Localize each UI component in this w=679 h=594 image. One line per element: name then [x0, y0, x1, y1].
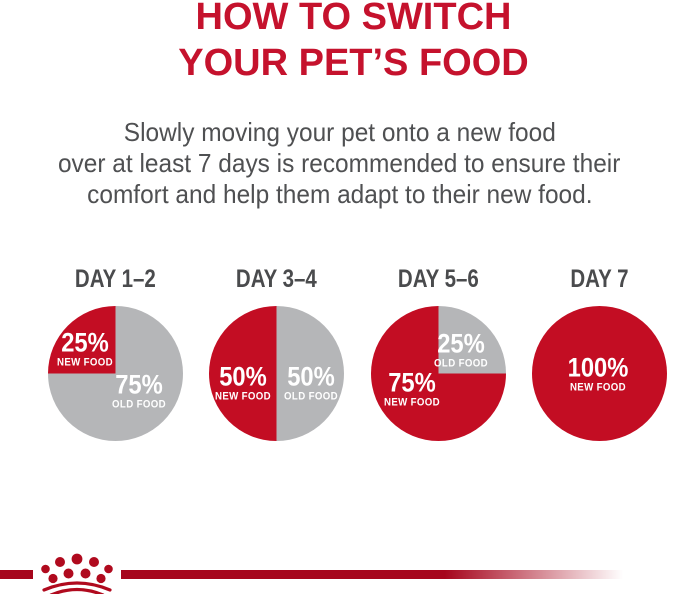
- day-5-6-new-food-slice-label: 75% NEW FOOD: [383, 367, 440, 409]
- day-1-2-old-food-slice-label: 75% OLD FOOD: [111, 369, 166, 411]
- footer-divider-right: [121, 570, 679, 579]
- day-1-2-new-food-slice-label: 25% NEW FOOD: [56, 327, 113, 369]
- page-title-line1: HOW TO SWITCH: [195, 0, 512, 38]
- day-7-new-food-slice-label: 100% NEW FOOD: [567, 352, 628, 394]
- page-title-line2: YOUR PET’S FOOD: [178, 42, 529, 84]
- footer-divider-left: [0, 570, 33, 579]
- day-5-6-label: DAY 5–6: [397, 265, 479, 293]
- page-title: HOW TO SWITCH YOUR PET’S FOOD: [14, 0, 679, 86]
- day-7-label: DAY 7: [569, 265, 629, 293]
- day-7-column: DAY 7 100% NEW FOOD: [519, 266, 679, 441]
- day-3-4-column: DAY 3–4 50% NEW FOOD 50% OLD FOOD: [196, 266, 356, 441]
- day-1-2-column: DAY 1–2 25% NEW FOOD 75% OLD FOOD: [35, 266, 195, 441]
- day-5-6-column: DAY 5–6 75% NEW FOOD 25% OLD FOOD: [358, 266, 518, 441]
- day-3-4-pie-chart: 50% NEW FOOD 50% OLD FOOD: [208, 306, 344, 441]
- day-5-6-old-food-slice-label: 25% OLD FOOD: [433, 328, 488, 370]
- intro-line1: Slowly moving your pet onto a new food: [123, 117, 556, 147]
- day-1-2-label: DAY 1–2: [74, 265, 156, 293]
- intro-paragraph: Slowly moving your pet onto a new food o…: [0, 117, 679, 210]
- intro-line2: over at least 7 days is recommended to e…: [58, 148, 621, 178]
- day-7-pie-chart: 100% NEW FOOD: [531, 306, 667, 441]
- day-3-4-old-food-slice-label: 50% OLD FOOD: [283, 361, 338, 403]
- day-3-4-new-food-slice-label: 50% NEW FOOD: [214, 361, 271, 403]
- royal-canin-crown-icon: [41, 553, 113, 594]
- day-3-4-label: DAY 3–4: [235, 265, 317, 293]
- day-5-6-pie-chart: 75% NEW FOOD 25% OLD FOOD: [370, 306, 506, 441]
- intro-line3: comfort and help them adapt to their new…: [86, 179, 593, 209]
- day-1-2-pie-chart: 25% NEW FOOD 75% OLD FOOD: [47, 306, 183, 441]
